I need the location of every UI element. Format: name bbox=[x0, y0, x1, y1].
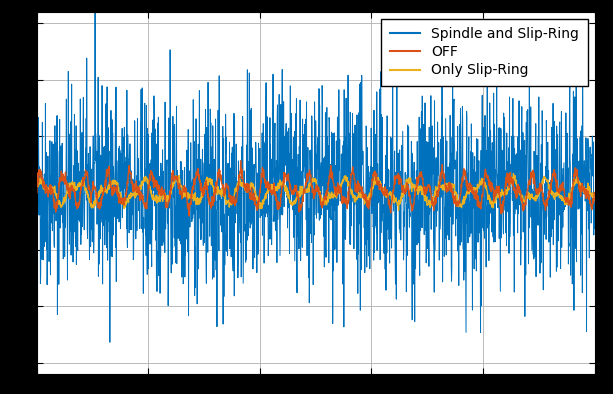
Spindle and Slip-Ring bbox=[575, 175, 582, 180]
OFF bbox=[304, 190, 311, 195]
OFF bbox=[591, 197, 598, 202]
OFF bbox=[289, 200, 297, 204]
Spindle and Slip-Ring bbox=[33, 167, 40, 172]
Spindle and Slip-Ring bbox=[290, 235, 297, 240]
OFF bbox=[395, 208, 402, 213]
OFF bbox=[473, 186, 480, 191]
Spindle and Slip-Ring bbox=[106, 340, 113, 345]
Spindle and Slip-Ring bbox=[305, 206, 312, 211]
Only Slip-Ring bbox=[33, 190, 40, 195]
OFF bbox=[575, 179, 582, 184]
Only Slip-Ring bbox=[575, 181, 582, 186]
OFF bbox=[61, 199, 69, 204]
Only Slip-Ring bbox=[575, 182, 582, 187]
Only Slip-Ring bbox=[591, 190, 598, 195]
Only Slip-Ring bbox=[290, 192, 297, 197]
Spindle and Slip-Ring bbox=[473, 269, 480, 273]
OFF bbox=[33, 183, 40, 188]
Spindle and Slip-Ring bbox=[591, 226, 598, 231]
Only Slip-Ring bbox=[61, 175, 69, 179]
Line: Spindle and Slip-Ring: Spindle and Slip-Ring bbox=[37, 4, 595, 342]
Only Slip-Ring bbox=[185, 214, 192, 218]
OFF bbox=[510, 171, 517, 176]
Legend: Spindle and Slip-Ring, OFF, Only Slip-Ring: Spindle and Slip-Ring, OFF, Only Slip-Ri… bbox=[381, 19, 588, 86]
Only Slip-Ring bbox=[237, 158, 245, 163]
Spindle and Slip-Ring bbox=[91, 2, 99, 6]
Only Slip-Ring bbox=[473, 188, 480, 192]
Spindle and Slip-Ring bbox=[61, 203, 69, 208]
Spindle and Slip-Ring bbox=[575, 204, 582, 209]
Only Slip-Ring bbox=[305, 173, 312, 177]
Line: Only Slip-Ring: Only Slip-Ring bbox=[37, 161, 595, 216]
OFF bbox=[575, 178, 582, 183]
Line: OFF: OFF bbox=[37, 173, 595, 210]
